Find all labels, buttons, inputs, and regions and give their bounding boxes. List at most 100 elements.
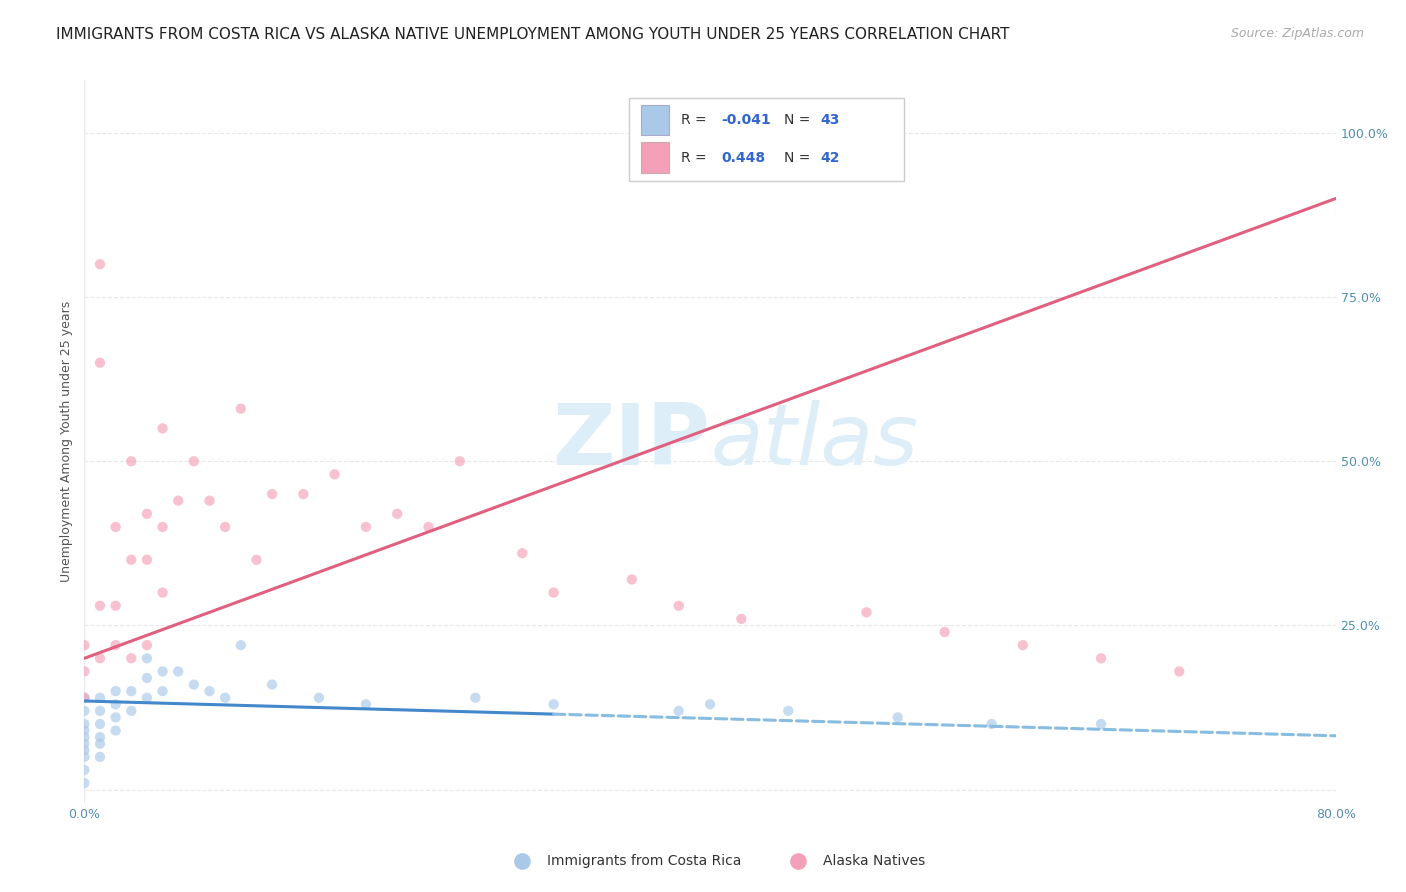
Point [354,520,377,534]
Point [73,737,96,751]
Point [308,690,330,705]
Point [543,698,565,712]
Text: Alaska Natives: Alaska Natives [823,854,925,868]
Point [73,776,96,790]
Text: Source: ZipAtlas.com: Source: ZipAtlas.com [1230,27,1364,40]
Text: R =: R = [682,151,711,165]
Text: N =: N = [785,151,814,165]
Point [934,625,956,640]
Point [136,671,159,685]
Point [104,698,127,712]
Point [136,507,159,521]
Point [1168,665,1191,679]
Point [120,454,142,468]
Point [229,638,252,652]
Point [418,520,440,534]
FancyBboxPatch shape [641,143,669,173]
Point [699,698,721,712]
Point [167,665,190,679]
Point [385,507,409,521]
Point [73,638,96,652]
Point [183,677,205,691]
Point [887,710,910,724]
Point [152,421,174,435]
Point [730,612,752,626]
Point [292,487,315,501]
Point [73,723,96,738]
Point [104,638,127,652]
Point [668,599,690,613]
Point [512,546,534,560]
Point [152,585,174,599]
Point [120,553,142,567]
Point [1090,651,1112,665]
Point [245,553,267,567]
Point [89,749,111,764]
Point [1090,717,1112,731]
Text: Immigrants from Costa Rica: Immigrants from Costa Rica [547,854,742,868]
Point [73,704,96,718]
Text: 0.448: 0.448 [721,151,765,165]
Point [152,520,174,534]
Point [89,651,111,665]
Point [1012,638,1035,652]
Point [543,585,565,599]
Point [104,684,127,698]
Point [120,684,142,698]
Text: 42: 42 [820,151,839,165]
Point [152,684,174,698]
Point [855,605,877,619]
Point [198,493,221,508]
Text: -0.041: -0.041 [721,113,770,127]
Point [120,651,142,665]
Point [89,690,111,705]
Point [89,730,111,744]
Point [198,684,221,698]
Point [778,704,800,718]
Point [73,743,96,757]
Point [104,710,127,724]
Point [136,638,159,652]
Point [620,573,643,587]
Point [980,717,1002,731]
Point [323,467,346,482]
Point [229,401,252,416]
Point [136,690,159,705]
Point [104,599,127,613]
Text: 43: 43 [820,113,839,127]
Text: IMMIGRANTS FROM COSTA RICA VS ALASKA NATIVE UNEMPLOYMENT AMONG YOUTH UNDER 25 YE: IMMIGRANTS FROM COSTA RICA VS ALASKA NAT… [56,27,1010,42]
Point [167,493,190,508]
Point [136,553,159,567]
FancyBboxPatch shape [641,105,669,136]
Y-axis label: Unemployment Among Youth under 25 years: Unemployment Among Youth under 25 years [60,301,73,582]
Point [73,763,96,777]
Point [214,520,236,534]
Text: N =: N = [785,113,814,127]
Point [73,690,96,705]
Point [262,487,284,501]
Point [89,737,111,751]
Point [262,677,284,691]
Point [152,665,174,679]
Point [89,356,111,370]
Point [214,690,236,705]
Point [73,730,96,744]
Point [120,704,142,718]
Point [464,690,486,705]
Point [354,698,377,712]
Point [89,599,111,613]
Point [89,717,111,731]
Point [89,257,111,271]
Point [73,665,96,679]
Point [183,454,205,468]
Point [104,520,127,534]
Point [449,454,471,468]
Point [89,704,111,718]
Point [73,749,96,764]
Text: ZIP: ZIP [553,400,710,483]
FancyBboxPatch shape [628,98,904,181]
Point [73,690,96,705]
Text: atlas: atlas [710,400,918,483]
Text: R =: R = [682,113,711,127]
Point [104,723,127,738]
